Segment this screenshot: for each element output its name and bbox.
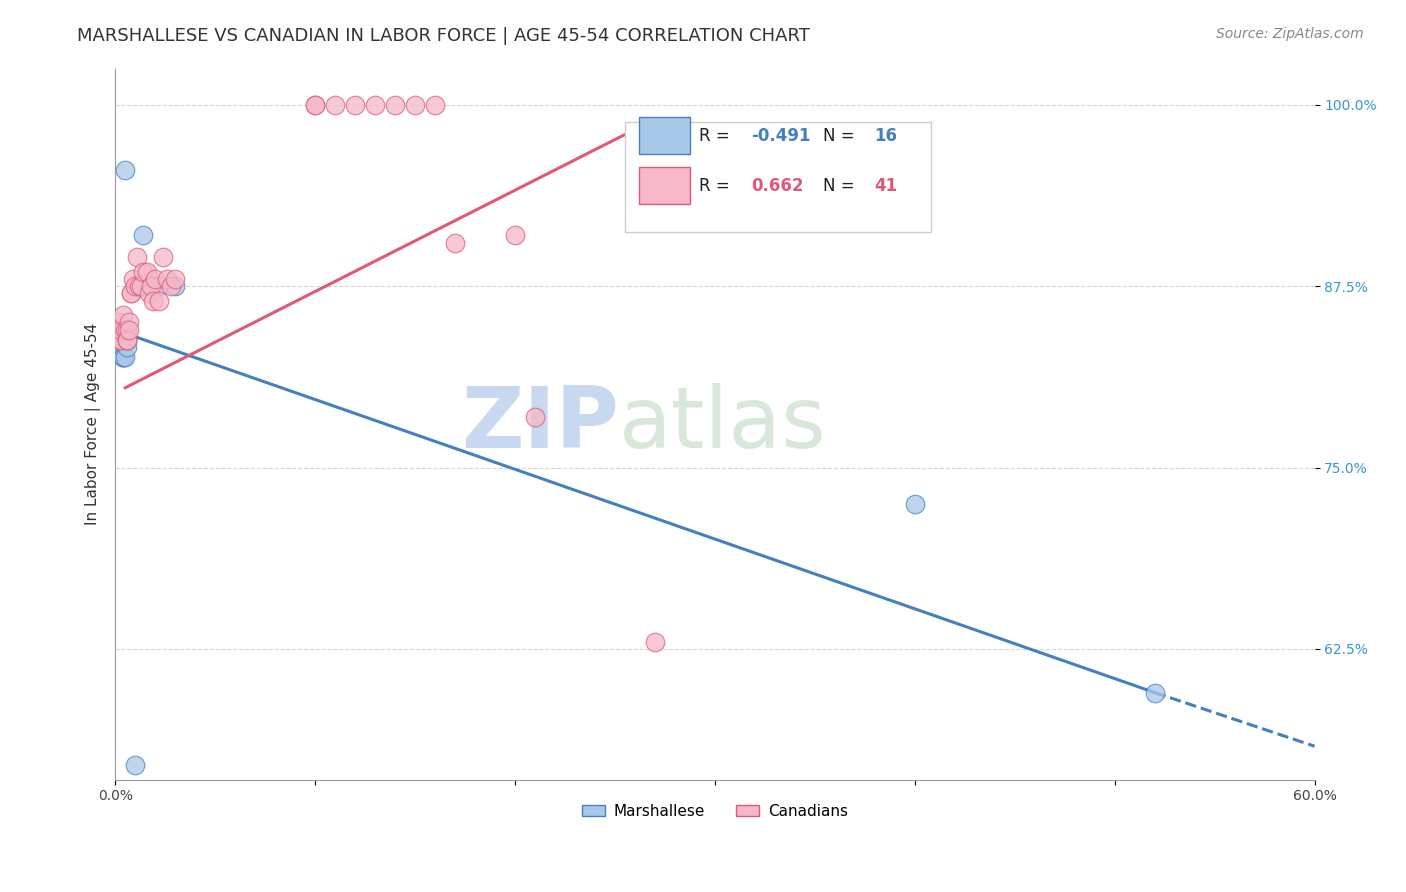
Point [112,308,135,322]
Text: N =: N = [823,177,859,194]
Point [124,758,146,772]
Point [112,351,135,365]
Point [138,286,160,301]
Point [115,340,138,354]
Point [904,497,927,511]
Point [124,279,146,293]
Point [160,279,183,293]
Point [127,250,149,264]
Text: N =: N = [823,127,859,145]
Point [115,333,138,347]
Point [132,265,155,279]
Point [132,228,155,243]
Point [129,279,152,293]
Point [1143,685,1166,699]
Text: R =: R = [699,127,735,145]
Text: 16: 16 [875,127,897,145]
Text: R =: R = [699,177,735,194]
Point [110,333,132,347]
Point [304,97,326,112]
Y-axis label: In Labor Force | Age 45-54: In Labor Force | Age 45-54 [86,323,101,525]
Point [141,279,163,293]
FancyBboxPatch shape [640,167,690,203]
Legend: Marshallese, Canadians: Marshallese, Canadians [575,798,853,825]
Text: MARSHALLESE VS CANADIAN IN LABOR FORCE | AGE 45-54 CORRELATION CHART: MARSHALLESE VS CANADIAN IN LABOR FORCE |… [77,27,810,45]
Text: -0.491: -0.491 [751,127,810,145]
Point [118,316,141,330]
Point [136,265,159,279]
Point [148,279,170,293]
Point [110,323,132,337]
Point [114,351,136,365]
Point [118,323,141,337]
Point [142,293,165,308]
Point [114,323,136,337]
Point [165,272,187,286]
Point [112,351,135,365]
Text: 0.662: 0.662 [751,177,803,194]
Point [364,97,387,112]
FancyBboxPatch shape [640,117,690,153]
Point [115,333,138,347]
Point [110,340,132,354]
Point [108,316,131,330]
Point [115,323,138,337]
Point [523,409,546,424]
Point [112,351,135,365]
Point [128,279,150,293]
Point [120,286,142,301]
FancyBboxPatch shape [624,122,931,232]
Text: ZIP: ZIP [461,383,619,466]
Point [404,97,426,112]
Point [323,97,346,112]
Point [108,333,131,347]
Point [115,333,138,347]
Point [503,228,526,243]
Point [156,272,179,286]
Text: Source: ZipAtlas.com: Source: ZipAtlas.com [1216,27,1364,41]
Point [108,340,131,354]
Point [120,286,142,301]
Text: 41: 41 [875,177,897,194]
Text: atlas: atlas [619,383,827,466]
Point [644,634,666,648]
Point [344,97,367,112]
Point [384,97,406,112]
Point [444,235,467,250]
Point [148,293,170,308]
Point [304,97,326,112]
Point [114,163,136,178]
Point [152,250,174,264]
Point [143,272,166,286]
Point [165,279,187,293]
Point [122,272,145,286]
Point [110,333,132,347]
Point [423,97,446,112]
